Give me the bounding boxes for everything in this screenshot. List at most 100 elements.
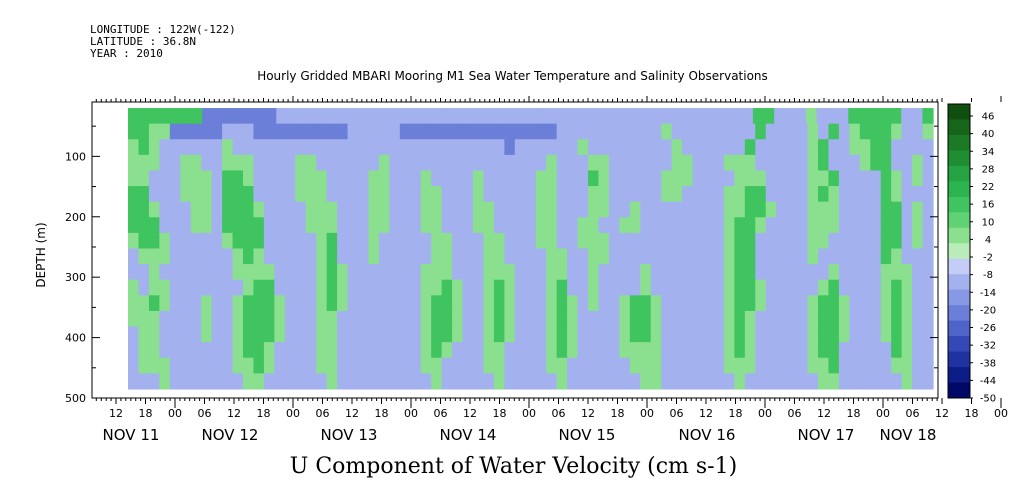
heatmap-cell — [619, 248, 631, 265]
heatmap-cell — [567, 186, 579, 203]
heatmap-cell — [765, 295, 777, 312]
heatmap-cell — [378, 139, 390, 156]
heatmap-cell — [901, 217, 913, 234]
heatmap-cell — [880, 279, 892, 296]
heatmap-cell — [180, 357, 192, 374]
heatmap-cell — [880, 310, 892, 328]
heatmap-cell — [347, 201, 359, 218]
heatmap-cell — [337, 232, 349, 250]
heatmap-cell — [608, 232, 620, 250]
heatmap-cell — [567, 295, 579, 312]
heatmap-cell — [337, 279, 349, 296]
heatmap-cell — [849, 232, 861, 250]
heatmap-cell — [504, 186, 516, 203]
heatmap-cell — [546, 154, 558, 172]
heatmap-cell — [243, 139, 255, 156]
heatmap-cell — [734, 279, 746, 296]
heatmap-cell — [588, 279, 600, 296]
heatmap-cell — [640, 310, 652, 328]
heatmap-cell — [243, 357, 255, 374]
heatmap-cell — [473, 373, 485, 390]
colorbar-swatch — [948, 351, 970, 368]
heatmap-cell — [922, 170, 934, 187]
heatmap-cell — [223, 108, 235, 125]
heatmap-cell — [828, 139, 840, 156]
heatmap-cell — [295, 154, 307, 172]
heatmap-cell — [462, 154, 474, 172]
heatmap-cell — [849, 248, 861, 265]
heatmap-cell — [232, 264, 244, 281]
heatmap-cell — [368, 232, 380, 250]
heatmap-cell — [807, 310, 819, 328]
heatmap-cell — [912, 123, 924, 140]
heatmap-cell — [169, 123, 181, 140]
heatmap-cell — [640, 154, 652, 172]
heatmap-cell — [828, 248, 840, 265]
heatmap-cell — [629, 123, 641, 140]
heatmap-cell — [441, 310, 453, 328]
heatmap-cell — [253, 154, 265, 172]
heatmap-cell — [201, 217, 213, 234]
heatmap-cell — [201, 342, 213, 359]
colorbar-label: -32 — [980, 341, 996, 352]
heatmap-cell — [211, 154, 223, 172]
heatmap-cell — [818, 217, 830, 234]
heatmap-cell — [159, 139, 171, 156]
heatmap-cell — [723, 186, 735, 203]
heatmap-cell — [159, 310, 171, 328]
heatmap-cell — [190, 248, 202, 265]
heatmap-cell — [138, 279, 150, 296]
heatmap-cell — [849, 295, 861, 312]
colorbar-swatch — [948, 274, 970, 291]
heatmap-cell — [138, 310, 150, 328]
heatmap-cell — [692, 201, 704, 218]
heatmap-cell — [504, 201, 516, 218]
heatmap-cell — [619, 201, 631, 218]
heatmap-cell — [828, 170, 840, 187]
heatmap-cell — [901, 342, 913, 359]
heatmap-cell — [358, 295, 370, 312]
heatmap-cell — [263, 123, 275, 140]
heatmap-cell — [577, 357, 589, 374]
heatmap-cell — [263, 201, 275, 218]
heatmap-cell — [452, 295, 464, 312]
heatmap-cell — [431, 217, 443, 234]
heatmap-cell — [514, 232, 526, 250]
heatmap-cell — [723, 310, 735, 328]
heatmap-cell — [891, 295, 903, 312]
colorbar-swatch — [948, 134, 970, 151]
heatmap-cell — [546, 123, 558, 140]
heatmap-cell — [880, 154, 892, 172]
heatmap-cell — [755, 217, 767, 234]
heatmap-cell — [347, 342, 359, 359]
heatmap-cell — [295, 139, 307, 156]
heatmap-cell — [284, 295, 296, 312]
heatmap-cell — [274, 139, 286, 156]
heatmap-cell — [776, 357, 788, 374]
heatmap-cell — [912, 264, 924, 281]
heatmap-cell — [619, 310, 631, 328]
heatmap-cell — [692, 295, 704, 312]
heatmap-cell — [378, 342, 390, 359]
heatmap-cell — [598, 123, 610, 140]
x-tick-label: 00 — [876, 407, 890, 420]
heatmap-cell — [567, 232, 579, 250]
heatmap-cell — [682, 170, 694, 187]
heatmap-cell — [483, 154, 495, 172]
heatmap-cell — [859, 295, 871, 312]
heatmap-cell — [567, 310, 579, 328]
heatmap-cell — [636, 108, 648, 125]
heatmap-cell — [577, 217, 589, 234]
heatmap-cell — [255, 108, 267, 125]
heatmap-cell — [786, 373, 798, 390]
heatmap-cell — [253, 357, 265, 374]
heatmap-cell — [682, 232, 694, 250]
heatmap-cell — [452, 217, 464, 234]
heatmap-cell — [128, 170, 140, 187]
heatmap-cell — [222, 264, 234, 281]
heatmap-cell — [243, 326, 255, 343]
colorbar-swatch — [948, 336, 970, 353]
heatmap-cell — [786, 186, 798, 203]
heatmap-cell — [368, 264, 380, 281]
heatmap-cell — [755, 139, 767, 156]
